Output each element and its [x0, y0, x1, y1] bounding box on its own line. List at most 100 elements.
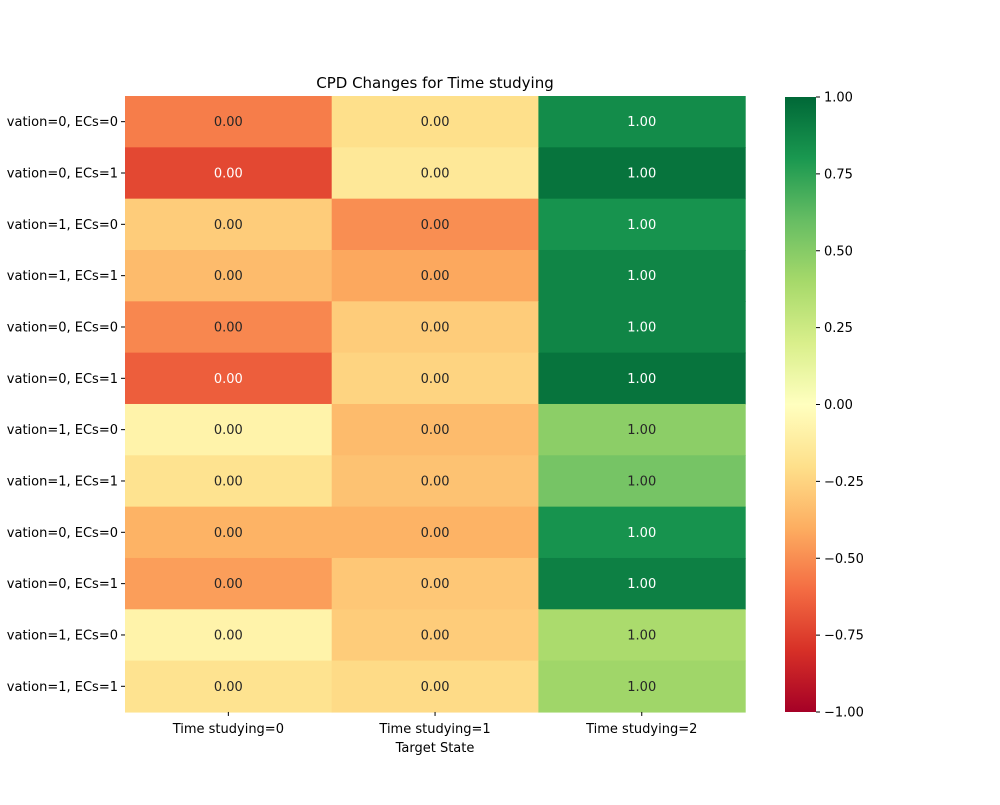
chart-title: CPD Changes for Time studying [316, 74, 554, 92]
heatmap-cell [125, 506, 333, 559]
heatmap-cell [331, 147, 539, 200]
heatmap-cell [125, 198, 333, 251]
cell-value-label: 1.00 [627, 320, 656, 335]
colorbar-tick-label: 1.00 [824, 91, 853, 106]
y-tick-label: vation=1, ECs=1 [7, 269, 118, 284]
colorbar-tick-label: 0.50 [824, 244, 853, 259]
cell-value-label: 1.00 [627, 166, 656, 181]
cell-value-label: 0.00 [421, 218, 450, 233]
cell-value-label: 0.00 [214, 628, 243, 643]
heatmap-cell [538, 249, 746, 302]
y-tick-label: vation=1, ECs=0 [7, 218, 118, 233]
y-tick-label: vation=1, ECs=1 [7, 680, 118, 695]
heatmap-cell [125, 301, 333, 354]
x-tick-label: Time studying=0 [172, 722, 284, 737]
heatmap-cell [331, 557, 539, 610]
cell-value-label: 0.00 [421, 320, 450, 335]
y-tick-label: vation=1, ECs=1 [7, 474, 118, 489]
x-tick-label: Time studying=2 [585, 722, 697, 737]
heatmap-cell [538, 455, 746, 508]
heatmap-cell [125, 609, 333, 662]
colorbar-tick-label: 0.75 [824, 167, 853, 182]
heatmap-cell [538, 147, 746, 200]
heatmap-cell [125, 147, 333, 200]
x-tick-label: Time studying=1 [378, 722, 490, 737]
colorbar: 1.00 0.75 0.50 0.25 0.00 −0.25 −0.50 −0.75 −1.00 [785, 91, 864, 721]
heatmap-cells: 0.00 0.00 1.00 0.00 0.00 1.00 0.00 0.00 1.00 0.00… [125, 96, 746, 713]
heatmap-cell [538, 506, 746, 559]
cell-value-label: 0.00 [421, 115, 450, 130]
cell-value-label: 0.00 [214, 269, 243, 284]
heatmap-cell [538, 609, 746, 662]
heatmap-cell [125, 96, 333, 148]
heatmap-cell [331, 198, 539, 251]
cell-value-label: 0.00 [421, 577, 450, 592]
cell-value-label: 1.00 [627, 423, 656, 438]
cell-value-label: 0.00 [421, 423, 450, 438]
heatmap-cell [331, 609, 539, 662]
cell-value-label: 0.00 [214, 423, 243, 438]
heatmap-cell [538, 96, 746, 148]
y-tick-labels: vation=0, ECs=0 vation=0, ECs=1 vation=1, … [7, 115, 125, 695]
cell-value-label: 1.00 [627, 628, 656, 643]
colorbar-tick-label: 0.25 [824, 321, 853, 336]
colorbar-tick-label: −1.00 [824, 706, 864, 721]
y-tick-label: vation=0, ECs=1 [7, 577, 118, 592]
cell-value-label: 0.00 [214, 115, 243, 130]
heatmap-cell [331, 506, 539, 559]
cell-value-label: 0.00 [214, 372, 243, 387]
heatmap-cell [125, 249, 333, 302]
heatmap-cell [331, 352, 539, 405]
y-tick-label: vation=0, ECs=0 [7, 320, 118, 335]
heatmap-cell [125, 455, 333, 508]
cell-value-label: 1.00 [627, 474, 656, 489]
heatmap-cell [125, 352, 333, 405]
cell-value-label: 0.00 [421, 166, 450, 181]
cell-value-label: 0.00 [421, 628, 450, 643]
cell-value-label: 1.00 [627, 115, 656, 130]
heatmap-cell [331, 249, 539, 302]
y-tick-label: vation=1, ECs=0 [7, 628, 118, 643]
y-tick-label: vation=0, ECs=1 [7, 372, 118, 387]
heatmap-cell [125, 660, 333, 713]
heatmap-cell [538, 660, 746, 713]
cell-value-label: 1.00 [627, 577, 656, 592]
heatmap-cell [331, 660, 539, 713]
heatmap-cell [125, 403, 333, 456]
y-tick-label: vation=0, ECs=0 [7, 115, 118, 130]
heatmap-cell [538, 352, 746, 405]
heatmap-cell [538, 301, 746, 354]
heatmap-cell [331, 455, 539, 508]
colorbar-tick-label: 0.00 [824, 398, 853, 413]
y-tick-label: vation=0, ECs=1 [7, 166, 118, 181]
cell-value-label: 0.00 [421, 474, 450, 489]
heatmap-cell [331, 301, 539, 354]
cell-value-label: 1.00 [627, 372, 656, 387]
heatmap-cell [538, 198, 746, 251]
cell-value-label: 0.00 [421, 526, 450, 541]
cell-value-label: 0.00 [421, 680, 450, 695]
cell-value-label: 1.00 [627, 269, 656, 284]
cell-value-label: 0.00 [214, 320, 243, 335]
cell-value-label: 0.00 [421, 372, 450, 387]
colorbar-gradient [785, 97, 816, 712]
y-tick-label: vation=0, ECs=0 [7, 526, 118, 541]
colorbar-tick-label: −0.50 [824, 552, 864, 567]
colorbar-tick-label: −0.75 [824, 629, 864, 644]
y-tick-label: vation=1, ECs=0 [7, 423, 118, 438]
cell-value-label: 1.00 [627, 526, 656, 541]
cell-value-label: 0.00 [214, 474, 243, 489]
cell-value-label: 1.00 [627, 218, 656, 233]
x-tick-labels: Time studying=0 Time studying=1 Time study… [172, 711, 697, 737]
heatmap-cell [331, 403, 539, 456]
x-axis-label: Target State [395, 741, 475, 756]
cell-value-label: 0.00 [421, 269, 450, 284]
heatmap-cell [331, 96, 539, 148]
cell-value-label: 0.00 [214, 166, 243, 181]
cell-value-label: 0.00 [214, 526, 243, 541]
colorbar-tick-label: −0.25 [824, 475, 864, 490]
cell-value-label: 1.00 [627, 680, 656, 695]
cell-value-label: 0.00 [214, 218, 243, 233]
heatmap-cell [125, 557, 333, 610]
